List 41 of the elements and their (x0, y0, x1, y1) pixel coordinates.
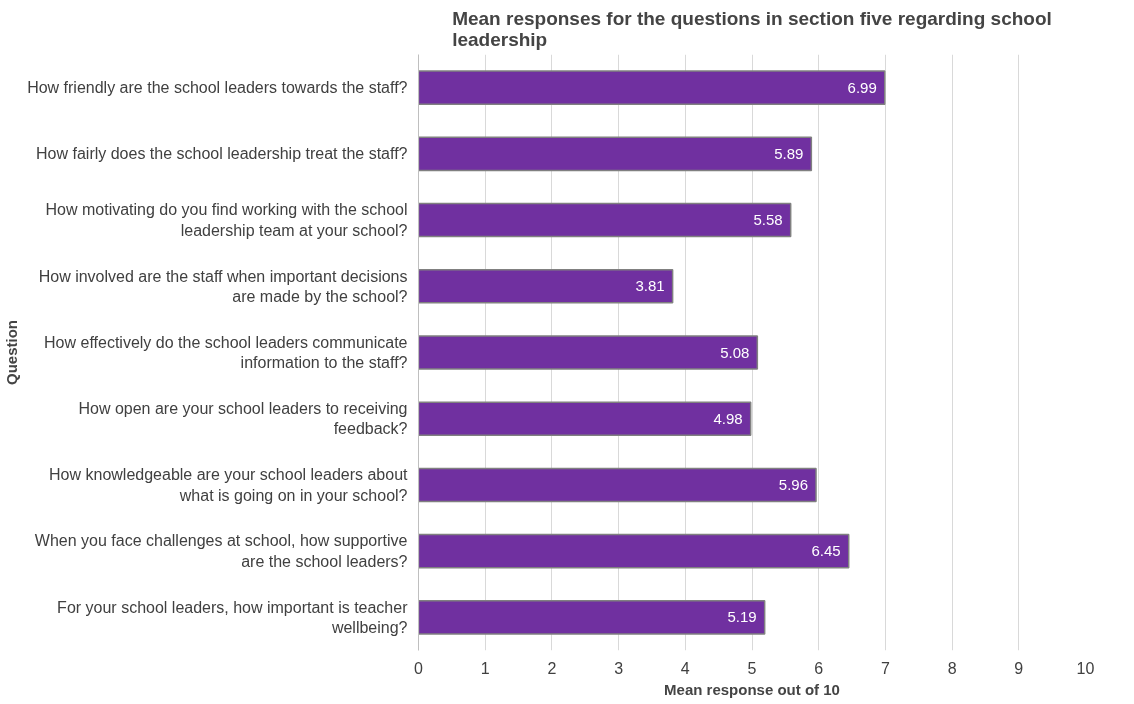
data-label: 3.81 (635, 277, 665, 295)
bar (418, 401, 752, 437)
bar (418, 533, 850, 569)
bar (418, 467, 817, 503)
x-tick-label: 3 (614, 659, 624, 677)
y-tick-label: How motivating do you find working with the school leadership team at your school? (45, 201, 408, 239)
x-tick-label: 0 (414, 659, 424, 677)
x-tick-label: 7 (880, 659, 890, 677)
data-label: 6.45 (811, 542, 841, 560)
data-label: 5.08 (720, 343, 750, 361)
y-tick-label: For your school leaders, how important is teacher wellbeing? (57, 598, 409, 637)
x-tick-label: 5 (747, 659, 757, 677)
y-tick-label: How open are your school leaders to receiving feedback? (78, 400, 408, 438)
chart-title: Mean responses for the questions in section five regarding school leadership (452, 7, 1052, 50)
x-tick-label: 8 (947, 659, 957, 677)
x-tick-label: 10 (1076, 659, 1095, 677)
bar (418, 136, 813, 172)
data-label: 5.19 (727, 608, 757, 626)
y-tick-label: How friendly are the school leaders towards the staff? (27, 79, 408, 97)
x-tick-label: 4 (680, 659, 690, 677)
x-tick-label: 9 (1014, 659, 1024, 677)
y-tick-label: How effectively do the school leaders communicate information to the staff? (44, 333, 408, 372)
x-tick-label: 1 (480, 659, 490, 677)
x-tick-label: 2 (547, 659, 557, 677)
data-label: 5.96 (778, 475, 809, 493)
y-tick-label: When you face challenges at school, how supportive are the school leaders? (34, 532, 408, 570)
data-label: 5.58 (753, 211, 783, 229)
data-label: 5.89 (774, 144, 804, 162)
y-tick-label: How fairly does the school leadership treat the staff? (36, 145, 408, 163)
x-tick-label: 6 (814, 659, 824, 677)
bar (418, 70, 886, 105)
y-tick-label: How involved are the staff when important decisions are made by the school? (38, 267, 408, 305)
data-label: 4.98 (713, 409, 743, 427)
y-tick-label: How knowledgeable are your school leaders about what is going on in your school? (49, 466, 409, 504)
bar (418, 335, 759, 370)
data-label: 6.99 (847, 78, 877, 96)
bar (418, 202, 792, 238)
y-axis-title: Question (3, 319, 21, 385)
bar (418, 268, 674, 304)
x-axis-title: Mean response out of 10 (664, 680, 840, 698)
bar (418, 600, 766, 635)
